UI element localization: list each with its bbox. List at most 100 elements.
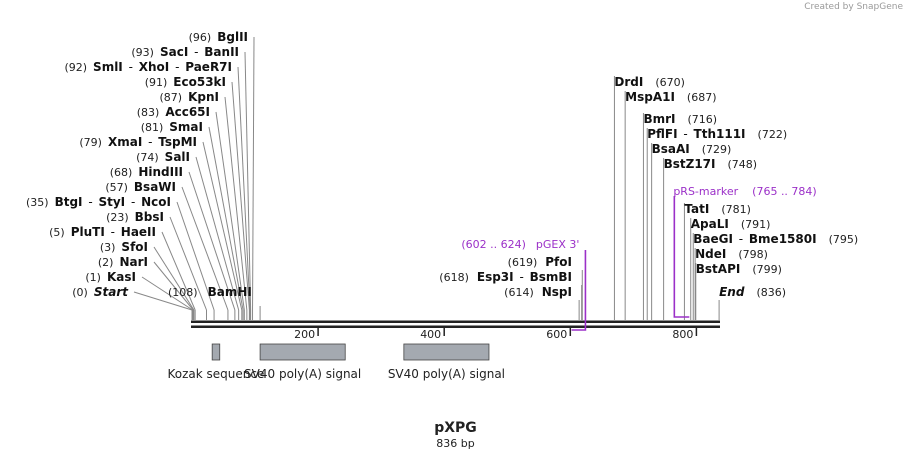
site-position: (83) <box>137 106 160 119</box>
enzyme-paer7i: PaeR7I <box>185 60 232 74</box>
site-position: (722) <box>758 128 788 141</box>
name-separator: - <box>107 225 119 239</box>
feature-sv40-poly-a-signal[interactable] <box>259 343 346 361</box>
site-position: (716) <box>687 113 717 126</box>
enzyme-bglii: BglII <box>217 30 248 44</box>
snapgene-credit: Created by SnapGene <box>804 2 903 12</box>
enzyme-bmri: BmrI <box>643 112 675 126</box>
site-label: (108) BamHI <box>168 285 252 299</box>
enzyme-bamhi: BamHI <box>208 285 252 299</box>
site-label: (93) SacI - BanII <box>131 45 239 59</box>
site-label: NdeI (798) <box>695 247 768 261</box>
site-line-bbsi <box>169 216 207 311</box>
enzyme-esp3i: Esp3I <box>477 270 514 284</box>
name-separator: - <box>144 135 156 149</box>
site-label: (1) KasI <box>85 270 136 284</box>
site-label: (57) BsaWI <box>105 180 176 194</box>
site-position: (2) <box>98 256 114 269</box>
site-position: (687) <box>687 91 717 104</box>
enzyme-kasi: KasI <box>107 270 136 284</box>
site-line-xmai <box>202 141 243 311</box>
site-position: (23) <box>106 211 129 224</box>
site-label: (91) Eco53kI <box>145 75 226 89</box>
backbone <box>191 320 720 328</box>
snapgene-logo: SnapGene <box>856 2 903 12</box>
site-label: (0) Start <box>72 285 129 299</box>
name-separator: - <box>127 195 139 209</box>
site-position: (91) <box>145 76 168 89</box>
enzyme-bsmbi: BsmBI <box>530 270 572 284</box>
enzyme-pflfi: PflFI <box>647 127 677 141</box>
enzyme-baegi: BaeGI <box>693 232 733 246</box>
name-separator: - <box>171 60 183 74</box>
site-line-bsawi <box>181 186 229 311</box>
enzyme-bme1580i: Bme1580I <box>749 232 817 246</box>
enzyme-ncoi: NcoI <box>141 195 171 209</box>
site-line-btgi <box>176 201 215 311</box>
site-position: (729) <box>702 143 732 156</box>
site-line-sfoi <box>153 246 195 311</box>
primer-arrow-prs-marker <box>673 196 690 318</box>
enzyme-mspa1i: MspA1I <box>625 90 675 104</box>
enzyme-apali: ApaLI <box>691 217 729 231</box>
site-position: (35) <box>26 196 49 209</box>
site-line-bglii <box>252 36 255 311</box>
site-position: (791) <box>741 218 771 231</box>
site-line-acc65i <box>215 111 245 311</box>
primer-range: (765 .. 784) <box>752 185 817 198</box>
site-position: (781) <box>721 203 751 216</box>
enzyme-tth111i: Tth111I <box>694 127 746 141</box>
enzyme-sfoi: SfoI <box>121 240 148 254</box>
ruler-tick-label: 400 <box>420 328 441 341</box>
enzyme-eco53ki: Eco53kI <box>173 75 226 89</box>
site-label: End (836) <box>719 285 786 299</box>
site-position: (5) <box>49 226 65 239</box>
name-separator: - <box>516 270 528 284</box>
site-label: BsaAI (729) <box>652 142 732 156</box>
site-line-kasi <box>141 276 193 311</box>
site-line-smli <box>237 66 251 311</box>
feature-label: SV40 poly(A) signal <box>244 367 361 381</box>
plasmid-name: pXPG <box>434 420 477 436</box>
feature-label: Kozak sequence <box>168 367 265 381</box>
enzyme-bstapi: BstAPI <box>696 262 741 276</box>
enzyme-bbsi: BbsI <box>135 210 164 224</box>
enzyme-drdi: DrdI <box>614 75 643 89</box>
enzyme-hindiii: HindIII <box>138 165 183 179</box>
name-separator: - <box>190 45 202 59</box>
site-label: (96) BglII <box>189 30 248 44</box>
enzyme-smli: SmlI <box>93 60 123 74</box>
site-label: (83) Acc65I <box>137 105 210 119</box>
site-lines <box>133 36 720 320</box>
site-position: (618) <box>439 271 469 284</box>
site-position: (614) <box>504 286 534 299</box>
site-label: (614) NspI <box>504 285 572 299</box>
site-label: (81) SmaI <box>141 120 203 134</box>
ruler-tick-label: 800 <box>672 328 693 341</box>
site-position: (108) <box>168 286 198 299</box>
enzyme-xhoi: XhoI <box>139 60 170 74</box>
site-position: (799) <box>752 263 782 276</box>
feature-sv40-poly-a-signal[interactable] <box>403 343 490 361</box>
name-separator: - <box>680 127 692 141</box>
feature-kozak-sequence[interactable] <box>211 343 221 361</box>
primer-label: pRS-marker (765 .. 784) <box>673 185 816 198</box>
enzyme-sali: SalI <box>165 150 190 164</box>
site-line-nari <box>153 261 194 311</box>
enzyme-bstz17i: BstZ17I <box>664 157 716 171</box>
site-label: DrdI (670) <box>614 75 685 89</box>
site-label: BstAPI (799) <box>696 262 782 276</box>
site-label: (3) SfoI <box>100 240 148 254</box>
site-position: (836) <box>756 286 786 299</box>
name-separator: - <box>125 60 137 74</box>
ruler-tick-label: 600 <box>546 328 567 341</box>
backbone-bar-top <box>191 320 720 323</box>
site-label: PflFI - Tth111I (722) <box>647 127 787 141</box>
site-position: (619) <box>508 256 538 269</box>
enzyme-tspmi: TspMI <box>158 135 197 149</box>
site-line-saci <box>244 51 252 311</box>
site-position: (670) <box>655 76 685 89</box>
site-position: (79) <box>79 136 102 149</box>
